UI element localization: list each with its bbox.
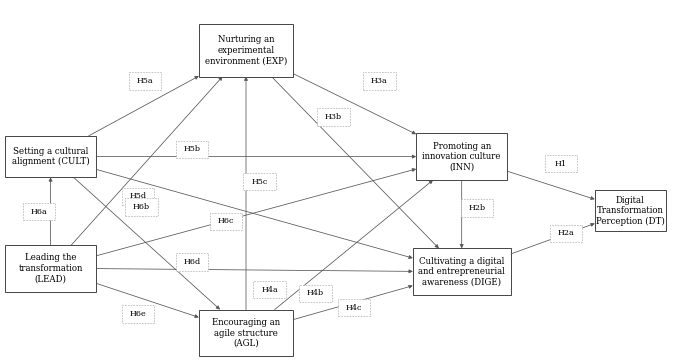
Text: H4b: H4b (307, 289, 324, 297)
FancyBboxPatch shape (461, 199, 493, 217)
Text: H1: H1 (555, 160, 567, 168)
FancyBboxPatch shape (363, 72, 396, 90)
Text: Nurturing an
experimental
environment (EXP): Nurturing an experimental environment (E… (205, 36, 287, 65)
FancyBboxPatch shape (545, 155, 577, 172)
FancyBboxPatch shape (412, 248, 511, 295)
Text: Encouraging an
agile structure
(AGL): Encouraging an agile structure (AGL) (212, 318, 280, 348)
Text: H2a: H2a (558, 229, 574, 237)
FancyBboxPatch shape (210, 213, 242, 230)
Text: H5a: H5a (137, 77, 153, 85)
FancyBboxPatch shape (176, 141, 208, 158)
Text: H5d: H5d (129, 192, 147, 200)
FancyBboxPatch shape (199, 24, 293, 77)
Text: Cultivating a digital
and entrepreneurial
awareness (DIGE): Cultivating a digital and entrepreneuria… (419, 257, 505, 287)
FancyBboxPatch shape (129, 72, 161, 90)
Text: H6b: H6b (133, 203, 150, 211)
Text: H6e: H6e (130, 310, 146, 318)
FancyBboxPatch shape (23, 203, 55, 220)
FancyBboxPatch shape (317, 108, 350, 126)
Text: Leading the
transformation
(LEAD): Leading the transformation (LEAD) (18, 253, 83, 283)
Text: H5b: H5b (183, 145, 201, 153)
Text: H5c: H5c (251, 178, 268, 186)
Text: Setting a cultural
alignment (CULT): Setting a cultural alignment (CULT) (11, 147, 90, 166)
FancyBboxPatch shape (243, 173, 276, 190)
FancyBboxPatch shape (122, 188, 154, 205)
Text: H4c: H4c (346, 304, 362, 312)
FancyBboxPatch shape (338, 299, 370, 316)
Text: Digital
Transformation
Perception (DT): Digital Transformation Perception (DT) (596, 195, 665, 226)
Text: H6d: H6d (183, 258, 201, 266)
FancyBboxPatch shape (299, 285, 332, 302)
FancyBboxPatch shape (595, 190, 666, 231)
FancyBboxPatch shape (176, 253, 208, 271)
Text: H2b: H2b (468, 204, 486, 212)
Text: H6a: H6a (31, 208, 47, 216)
FancyBboxPatch shape (417, 133, 508, 180)
FancyBboxPatch shape (550, 225, 582, 242)
FancyBboxPatch shape (253, 281, 286, 298)
FancyBboxPatch shape (125, 198, 158, 216)
FancyBboxPatch shape (199, 310, 293, 356)
FancyBboxPatch shape (5, 245, 96, 292)
FancyBboxPatch shape (122, 305, 154, 323)
Text: H3b: H3b (325, 113, 342, 121)
Text: Promoting an
innovation culture
(INN): Promoting an innovation culture (INN) (423, 142, 501, 171)
FancyBboxPatch shape (5, 136, 96, 177)
Text: H6c: H6c (218, 217, 234, 225)
Text: H4a: H4a (262, 286, 278, 294)
Text: H3a: H3a (371, 77, 388, 85)
